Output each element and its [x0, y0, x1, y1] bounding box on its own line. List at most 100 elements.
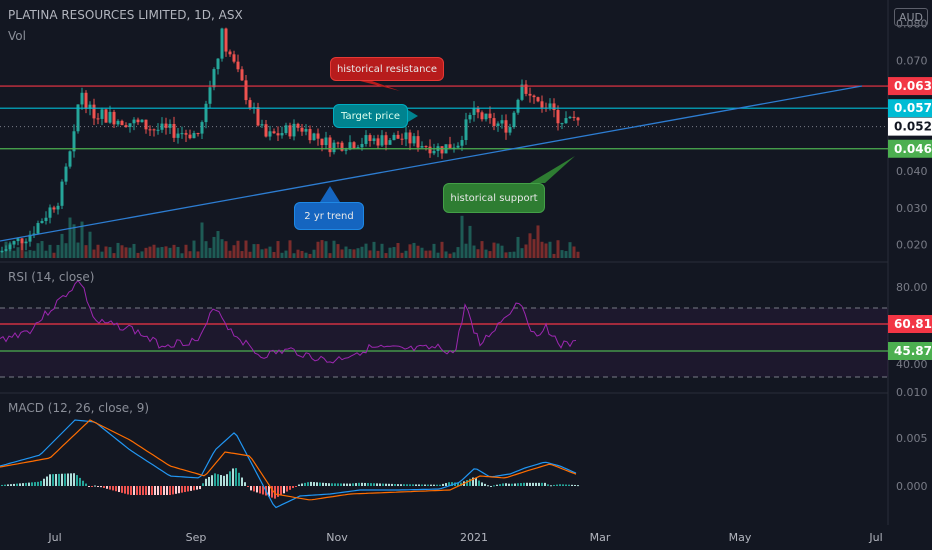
macd-histogram-bar	[73, 473, 75, 486]
macd-histogram-bar	[496, 484, 498, 486]
candle-body	[516, 99, 520, 113]
currency-badge[interactable]: AUD	[894, 8, 928, 26]
candle-body	[172, 124, 176, 138]
resistance-callout[interactable]: historical resistance	[330, 57, 444, 81]
rsi-line	[0, 279, 577, 364]
volume-bar	[92, 249, 96, 258]
candle-body	[372, 138, 376, 141]
volume-bar	[396, 242, 400, 258]
macd-histogram-bar	[178, 486, 180, 494]
candle-body	[272, 131, 276, 134]
candle-body	[160, 123, 164, 130]
candle-body	[60, 181, 64, 206]
candle-body	[556, 110, 560, 124]
volume-bar	[520, 248, 524, 258]
volume-bar	[496, 243, 500, 258]
candle-body	[568, 116, 572, 119]
macd-histogram-bar	[160, 486, 162, 495]
macd-histogram-bar	[340, 483, 342, 486]
candle-body	[364, 135, 368, 144]
volume-bar	[244, 240, 248, 258]
macd-histogram-bar	[283, 486, 285, 494]
volume-bar	[436, 252, 440, 258]
volume-bar	[44, 250, 48, 258]
symbol-title[interactable]: PLATINA RESOURCES LIMITED, 1D, ASX	[8, 8, 243, 22]
macd-histogram-bar	[211, 475, 213, 486]
macd-tick-label: 0.000	[896, 480, 928, 493]
macd-histogram-bar	[397, 484, 399, 486]
macd-histogram-bar	[40, 480, 42, 486]
macd-histogram-bar	[481, 482, 483, 486]
candle-body	[100, 109, 104, 119]
candle-body	[360, 143, 364, 148]
candle-body	[460, 140, 464, 146]
rsi-label[interactable]: RSI (14, close)	[8, 270, 95, 284]
volume-bar	[344, 246, 348, 258]
macd-histogram-bar	[100, 486, 102, 488]
macd-histogram-bar	[343, 483, 345, 486]
volume-bar	[52, 252, 56, 258]
macd-histogram-bar	[217, 474, 219, 486]
volume-bar	[552, 253, 556, 258]
candle-body	[416, 136, 420, 148]
macd-histogram-bar	[118, 486, 120, 493]
macd-histogram-bar	[130, 486, 132, 495]
volume-bar	[516, 236, 520, 258]
candle-body	[168, 124, 172, 128]
volume-label: Vol	[8, 29, 26, 43]
macd-histogram-bar	[25, 482, 27, 486]
volume-bar	[252, 244, 256, 258]
macd-histogram-bar	[430, 484, 432, 486]
macd-histogram-bar	[508, 483, 510, 486]
price-tick-label: 0.080	[896, 17, 928, 30]
volume-bar	[512, 251, 516, 258]
candle-body	[292, 123, 296, 137]
candle-body	[244, 80, 248, 101]
candle-body	[324, 137, 328, 146]
candle-body	[496, 123, 500, 126]
candle-body	[552, 103, 556, 111]
candle-body	[116, 120, 120, 125]
trend-callout[interactable]: 2 yr trend	[294, 202, 364, 230]
volume-bar	[64, 243, 68, 258]
candle-body	[108, 111, 112, 123]
volume-bar	[312, 249, 316, 258]
candle-body	[12, 241, 16, 245]
macd-histogram-bar	[358, 482, 360, 486]
candle-body	[472, 108, 476, 115]
candle-body	[200, 122, 204, 134]
target-callout[interactable]: Target price	[333, 104, 408, 128]
volume-bar	[412, 242, 416, 258]
macd-histogram-bar	[139, 486, 141, 495]
macd-histogram-bar	[313, 482, 315, 486]
volume-bar	[404, 250, 408, 258]
price-tick-label: 0.020	[896, 239, 928, 252]
macd-histogram-bar	[442, 483, 444, 486]
volume-bar	[376, 250, 380, 258]
candle-body	[44, 217, 48, 221]
price-badge	[888, 99, 932, 118]
candle-body	[392, 134, 396, 141]
macd-histogram-bar	[175, 486, 177, 494]
candle-body	[376, 138, 380, 146]
macd-histogram-bar	[382, 483, 384, 486]
macd-label[interactable]: MACD (12, 26, close, 9)	[8, 401, 150, 415]
macd-histogram-bar	[394, 484, 396, 486]
macd-histogram-bar	[490, 485, 492, 487]
candle-body	[540, 101, 544, 108]
macd-histogram-bar	[388, 483, 390, 486]
support-callout[interactable]: historical support	[443, 183, 545, 213]
candle-body	[104, 109, 108, 123]
price-badge	[888, 117, 932, 136]
volume-bar	[36, 243, 40, 258]
candle-body	[560, 123, 564, 125]
callout-pointer	[530, 156, 575, 183]
candle-body	[96, 118, 100, 120]
macd-histogram-bar	[145, 486, 147, 495]
price-badge-label: 0.057	[894, 101, 932, 115]
volume-bar	[220, 239, 224, 258]
volume-bar	[340, 249, 344, 258]
volume-bar	[60, 233, 64, 258]
volume-bar	[476, 249, 480, 258]
